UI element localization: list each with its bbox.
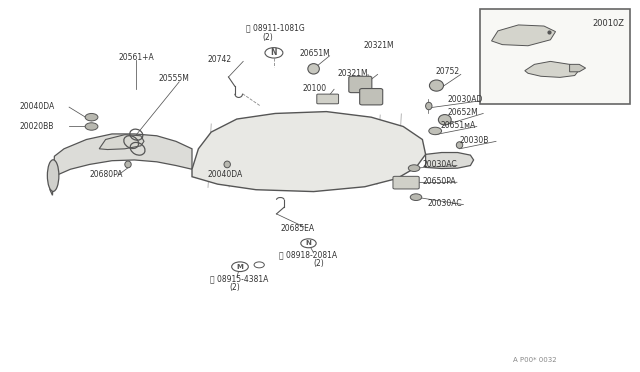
Text: 20652M: 20652M: [448, 108, 479, 117]
Text: 20030AC: 20030AC: [428, 199, 462, 208]
Text: 20030AC: 20030AC: [422, 160, 457, 169]
Text: Ⓞ 08911-1081G: Ⓞ 08911-1081G: [246, 24, 305, 33]
FancyBboxPatch shape: [360, 89, 383, 105]
Polygon shape: [570, 64, 586, 72]
Text: 20650PA: 20650PA: [422, 177, 456, 186]
Text: (2): (2): [262, 33, 273, 42]
Text: 20561+A: 20561+A: [118, 53, 154, 62]
Circle shape: [85, 113, 98, 121]
Ellipse shape: [456, 142, 463, 148]
FancyBboxPatch shape: [349, 76, 372, 93]
FancyBboxPatch shape: [480, 9, 630, 104]
Text: 20555M: 20555M: [158, 74, 189, 83]
Text: 20680PA: 20680PA: [90, 170, 123, 179]
Text: Ⓞ 08918-2081A: Ⓞ 08918-2081A: [280, 250, 337, 259]
Polygon shape: [525, 61, 579, 77]
Ellipse shape: [308, 64, 319, 74]
Text: 20651ᴍA: 20651ᴍA: [440, 121, 476, 130]
Text: N: N: [305, 240, 312, 246]
Circle shape: [85, 123, 98, 130]
Ellipse shape: [47, 160, 59, 191]
Text: (2): (2): [229, 283, 240, 292]
Circle shape: [265, 48, 283, 58]
Text: Ⓜ 08915-4381A: Ⓜ 08915-4381A: [210, 275, 268, 283]
Text: 20010Z: 20010Z: [592, 19, 624, 28]
Text: 20685EA: 20685EA: [280, 224, 314, 233]
Text: 20030B: 20030B: [460, 136, 489, 145]
Ellipse shape: [429, 80, 444, 91]
Circle shape: [410, 194, 422, 201]
Text: 20030AD: 20030AD: [448, 95, 483, 104]
Polygon shape: [192, 112, 426, 192]
Circle shape: [232, 262, 248, 272]
Ellipse shape: [426, 102, 432, 110]
Ellipse shape: [438, 115, 451, 125]
Ellipse shape: [125, 161, 131, 168]
Text: 20321M: 20321M: [338, 69, 369, 78]
Polygon shape: [50, 134, 192, 195]
FancyBboxPatch shape: [393, 176, 419, 189]
Text: 20100: 20100: [302, 84, 326, 93]
Text: 20742: 20742: [208, 55, 232, 64]
Circle shape: [408, 165, 420, 171]
Text: A P00* 0032: A P00* 0032: [513, 357, 557, 363]
Text: 20040DA: 20040DA: [19, 102, 54, 110]
Ellipse shape: [224, 161, 230, 168]
Text: 20321M: 20321M: [364, 41, 394, 50]
FancyBboxPatch shape: [317, 94, 339, 104]
Text: 20752: 20752: [435, 67, 460, 76]
Circle shape: [301, 239, 316, 248]
Polygon shape: [99, 135, 144, 150]
Polygon shape: [426, 153, 474, 169]
Circle shape: [429, 127, 442, 135]
Text: (2): (2): [314, 259, 324, 268]
Text: 20651M: 20651M: [300, 49, 330, 58]
Text: N: N: [271, 48, 277, 57]
Text: 20020BB: 20020BB: [19, 122, 54, 131]
Text: 20040DA: 20040DA: [208, 170, 243, 179]
Polygon shape: [492, 25, 556, 46]
Text: M: M: [237, 264, 243, 270]
